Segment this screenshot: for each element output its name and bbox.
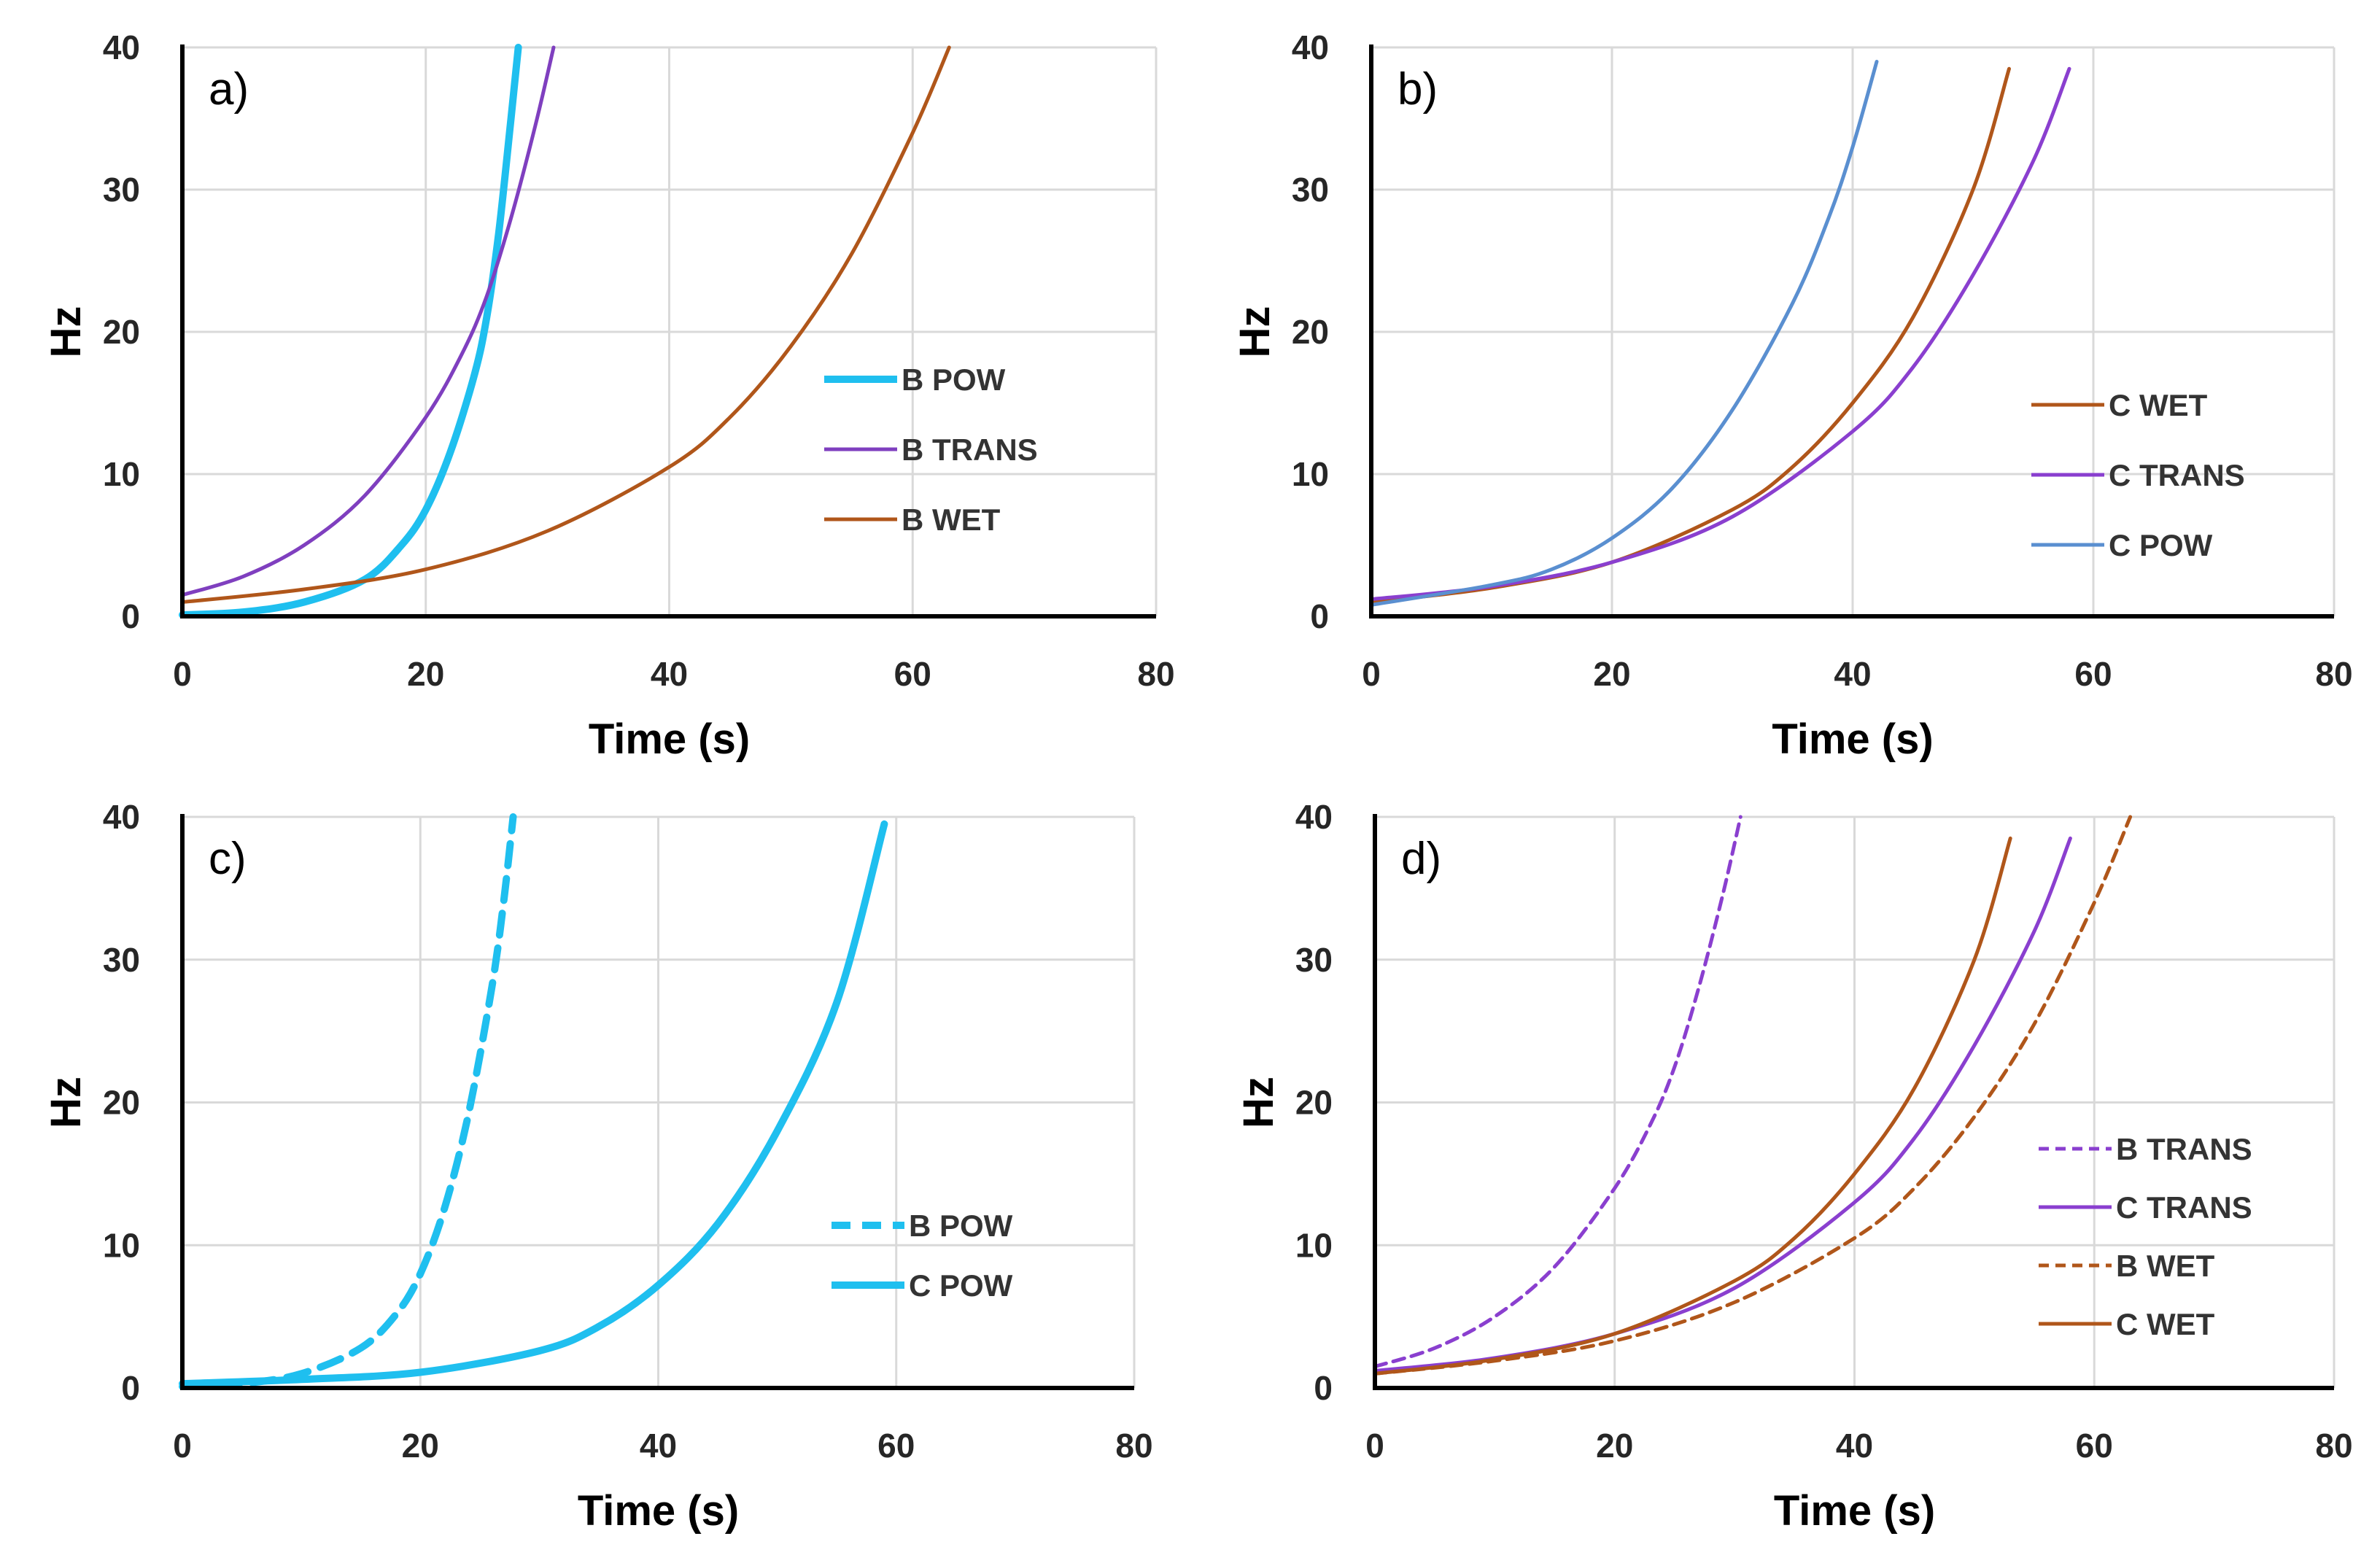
legend-label: C POW bbox=[2109, 528, 2213, 562]
y-tick-label: 30 bbox=[1292, 171, 1329, 209]
legend: C WET C TRANS C POW bbox=[2031, 388, 2245, 562]
series-line-b-wet bbox=[1373, 815, 2133, 1376]
y-tick-label: 10 bbox=[1295, 1226, 1333, 1264]
y-tick-label: 10 bbox=[1292, 455, 1329, 493]
series-line-b-pow bbox=[179, 44, 522, 618]
x-tick-label: 80 bbox=[1137, 655, 1174, 693]
legend-label: B WET bbox=[2116, 1249, 2215, 1283]
legend-label: C TRANS bbox=[2109, 458, 2245, 492]
legend-label: C POW bbox=[909, 1268, 1013, 1303]
y-tick-label: 20 bbox=[103, 313, 140, 351]
x-tick-label: 20 bbox=[407, 655, 444, 693]
panel-label: b) bbox=[1398, 64, 1438, 115]
series-line-c-trans bbox=[1373, 836, 2072, 1373]
legend-label: B POW bbox=[909, 1209, 1013, 1243]
y-tick-label: 40 bbox=[1295, 798, 1333, 836]
gridlines bbox=[182, 815, 1136, 1388]
y-tick-label: 10 bbox=[103, 1226, 140, 1264]
series-line-c-wet bbox=[1373, 836, 2012, 1376]
y-axis-label: Hz bbox=[1231, 306, 1279, 358]
y-tick-label: 20 bbox=[1295, 1084, 1333, 1122]
legend-label: B TRANS bbox=[2116, 1132, 2252, 1166]
legend-label: C WET bbox=[2116, 1307, 2215, 1341]
y-tick-label: 40 bbox=[103, 28, 140, 66]
gridlines bbox=[182, 46, 1158, 616]
y-tick-label: 0 bbox=[121, 1369, 140, 1407]
legend: B POW B TRANS B WET bbox=[824, 362, 1038, 537]
y-tick-label: 20 bbox=[103, 1084, 140, 1122]
panel-a: 0 20 40 60 80 0 10 20 30 40 Time (s) Hz a) B POW B TRA… bbox=[42, 28, 1175, 763]
y-tick-label: 10 bbox=[103, 455, 140, 493]
x-tick-label: 20 bbox=[402, 1427, 439, 1465]
series-line-c-pow bbox=[1369, 60, 1879, 607]
legend: B TRANS C TRANS B WET C WET bbox=[2039, 1132, 2252, 1341]
panel-c: 0 20 40 60 80 0 10 20 30 40 Time (s) Hz c) B POW C POW bbox=[42, 798, 1153, 1535]
x-tick-label: 20 bbox=[1593, 655, 1630, 693]
x-tick-label: 80 bbox=[2315, 1427, 2352, 1465]
y-tick-label: 0 bbox=[121, 597, 140, 635]
series-line-b-wet bbox=[180, 45, 951, 604]
x-tick-label: 20 bbox=[1596, 1427, 1633, 1465]
x-tick-label: 40 bbox=[651, 655, 688, 693]
gridlines bbox=[1375, 815, 2336, 1388]
y-tick-label: 0 bbox=[1314, 1369, 1333, 1407]
series-line-c-pow bbox=[179, 820, 888, 1388]
x-tick-label: 40 bbox=[640, 1427, 677, 1465]
x-axis-label: Time (s) bbox=[589, 716, 750, 763]
y-tick-label: 20 bbox=[1292, 313, 1329, 351]
legend-label: C WET bbox=[2109, 388, 2208, 422]
y-tick-label: 40 bbox=[103, 798, 140, 836]
y-axis-label: Hz bbox=[42, 1077, 90, 1128]
series-line-c-wet bbox=[1369, 66, 2011, 604]
x-tick-label: 40 bbox=[1834, 655, 1871, 693]
panel-label: c) bbox=[209, 834, 247, 884]
x-axis-label: Time (s) bbox=[1772, 716, 1933, 763]
series-line-b-trans bbox=[1373, 815, 1743, 1369]
x-tick-label: 0 bbox=[1365, 1427, 1384, 1465]
x-axis-label: Time (s) bbox=[578, 1487, 739, 1535]
series-line-b-trans bbox=[180, 45, 556, 597]
x-tick-label: 80 bbox=[2315, 655, 2352, 693]
x-tick-label: 60 bbox=[2074, 655, 2112, 693]
series-line-c-trans bbox=[1369, 66, 2071, 602]
x-tick-label: 60 bbox=[877, 1427, 915, 1465]
legend-label: B POW bbox=[902, 362, 1006, 397]
panel-label: d) bbox=[1401, 834, 1441, 884]
y-tick-label: 30 bbox=[103, 941, 140, 979]
y-tick-label: 0 bbox=[1310, 597, 1329, 635]
x-tick-label: 0 bbox=[173, 655, 192, 693]
x-tick-label: 40 bbox=[1836, 1427, 1873, 1465]
y-tick-label: 40 bbox=[1292, 28, 1329, 66]
legend-label: C TRANS bbox=[2116, 1190, 2252, 1225]
y-axis-label: Hz bbox=[42, 306, 90, 358]
x-axis-label: Time (s) bbox=[1774, 1487, 1935, 1535]
panel-b: 0 20 40 60 80 0 10 20 30 40 Time (s) Hz b) C WET C TRA… bbox=[1231, 28, 2353, 763]
x-tick-label: 0 bbox=[173, 1427, 192, 1465]
panel-d: 0 20 40 60 80 0 10 20 30 40 Time (s) Hz d) B TRANS C T… bbox=[1235, 798, 2353, 1535]
y-axis-label: Hz bbox=[1235, 1077, 1282, 1128]
legend-label: B TRANS bbox=[902, 433, 1038, 467]
y-tick-label: 30 bbox=[103, 171, 140, 209]
x-tick-label: 60 bbox=[894, 655, 931, 693]
x-tick-label: 60 bbox=[2076, 1427, 2113, 1465]
legend: B POW C POW bbox=[832, 1209, 1013, 1303]
x-tick-label: 80 bbox=[1115, 1427, 1152, 1465]
panel-label: a) bbox=[209, 64, 249, 115]
y-tick-label: 30 bbox=[1295, 941, 1333, 979]
legend-label: B WET bbox=[902, 503, 1001, 537]
x-tick-label: 0 bbox=[1362, 655, 1381, 693]
